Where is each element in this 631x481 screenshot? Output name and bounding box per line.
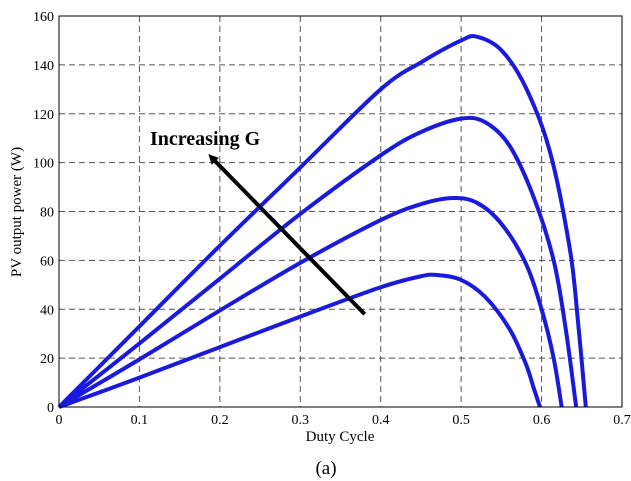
grid — [59, 16, 622, 407]
y-tick-label: 140 — [33, 59, 54, 74]
plot-frame — [58, 15, 623, 408]
tick-labels: 0 0.1 0.2 0.3 0.4 0.5 0.6 0.7 0 20 40 60 80 100 120 140… — [33, 10, 631, 428]
series-group — [57, 34, 588, 409]
y-tick-label: 100 — [33, 157, 54, 172]
y-axis-label: PV output power (W) — [9, 147, 25, 277]
x-tick-label: 0.7 — [613, 413, 631, 428]
x-tick-label: 0.5 — [452, 413, 470, 428]
x-tick-label: 0.3 — [292, 413, 310, 428]
x-tick-label: 0.2 — [211, 413, 229, 428]
series-line-1 — [58, 272, 542, 409]
y-tick-label: 40 — [40, 303, 54, 318]
series-line-2 — [57, 196, 564, 409]
y-tick-label: 60 — [40, 254, 54, 269]
y-tick-label: 80 — [40, 206, 54, 221]
series-line-3 — [57, 115, 579, 409]
increasing-annotation: Increasing G — [150, 128, 261, 150]
y-tick-label: 160 — [33, 10, 54, 25]
y-tick-label: 20 — [40, 352, 54, 367]
x-tick-label: 0.1 — [131, 413, 149, 428]
x-tick-label: 0 — [56, 413, 63, 428]
increasing-arrow — [208, 154, 367, 316]
series-line-4 — [57, 34, 588, 409]
figure-caption: (a) — [315, 458, 336, 479]
x-tick-label: 0.6 — [533, 413, 551, 428]
x-tick-label: 0.4 — [372, 413, 390, 428]
x-axis-label: Duty Cycle — [306, 429, 375, 445]
y-tick-label: 120 — [33, 108, 54, 123]
y-tick-label: 0 — [47, 401, 54, 416]
